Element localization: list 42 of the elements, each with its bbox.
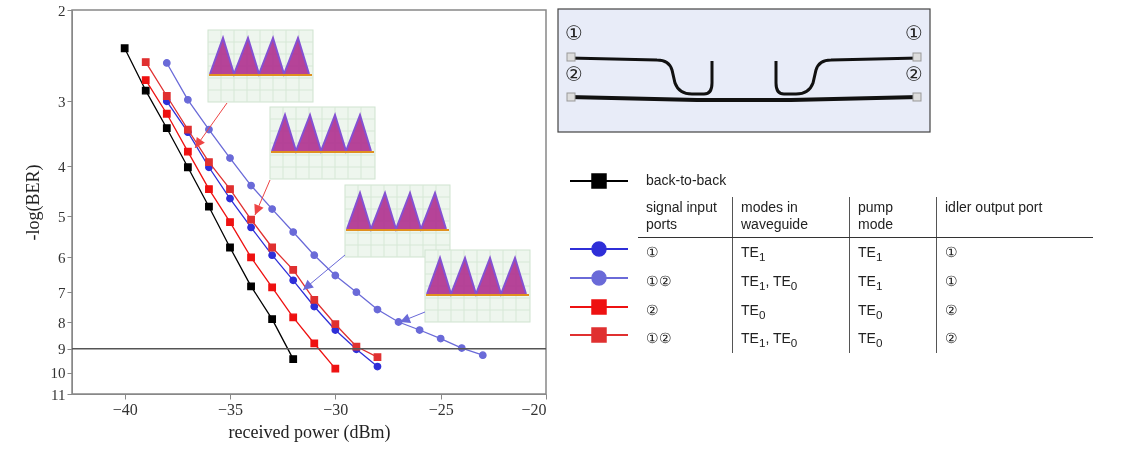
text: ①	[565, 21, 583, 45]
text: TE$_{1}$, TE$_{0}$	[732, 324, 850, 354]
text: ①②	[645, 329, 673, 349]
text: TE$_{1}$	[732, 237, 850, 267]
text: ①	[936, 237, 1093, 267]
x-tick-label: −35	[217, 400, 244, 418]
text: ②	[936, 295, 1093, 325]
legend-label: back-to-back	[645, 171, 728, 190]
text: ①	[645, 243, 660, 262]
text: TE$_{0}$	[849, 295, 937, 325]
text: ①	[905, 21, 923, 45]
y-tick-label: 3	[58, 93, 66, 110]
text: TE$_{1}$, TE$_{0}$	[732, 266, 850, 296]
y-tick-label: 6	[58, 249, 66, 266]
text: ①	[936, 266, 1093, 296]
text: ②	[936, 324, 1093, 354]
x-tick-label: −30	[323, 400, 349, 418]
text: ②	[565, 62, 583, 86]
y-tick-label: 10	[50, 365, 66, 382]
y-tick-label: 11	[51, 386, 66, 403]
text: TE$_{0}$	[849, 324, 937, 354]
y-tick-label: 4	[58, 158, 66, 175]
x-axis-title: received power (dBm)	[228, 421, 391, 443]
text: ②	[645, 300, 660, 320]
y-tick-label: 2	[58, 2, 66, 19]
y-tick-label: 5	[58, 208, 66, 225]
text: ②	[905, 62, 923, 86]
x-tick-label: −40	[112, 400, 138, 418]
y-tick-label: 8	[58, 314, 66, 331]
text: pump mode	[849, 197, 937, 238]
x-tick-label: −20	[521, 400, 547, 418]
x-tick-label: −25	[428, 400, 454, 418]
text: idler output port	[936, 197, 1093, 238]
y-axis-title: -log(BER)	[22, 164, 44, 241]
text: signal input ports	[638, 197, 733, 238]
text: TE$_{1}$	[849, 266, 937, 296]
y-tick-label: 9	[58, 341, 66, 358]
text: ①②	[645, 271, 673, 291]
y-tick-label: 7	[58, 284, 66, 301]
text: TE$_{0}$	[732, 295, 850, 325]
text: TE$_{1}$	[849, 237, 937, 267]
text: modes in waveguide	[732, 197, 850, 238]
